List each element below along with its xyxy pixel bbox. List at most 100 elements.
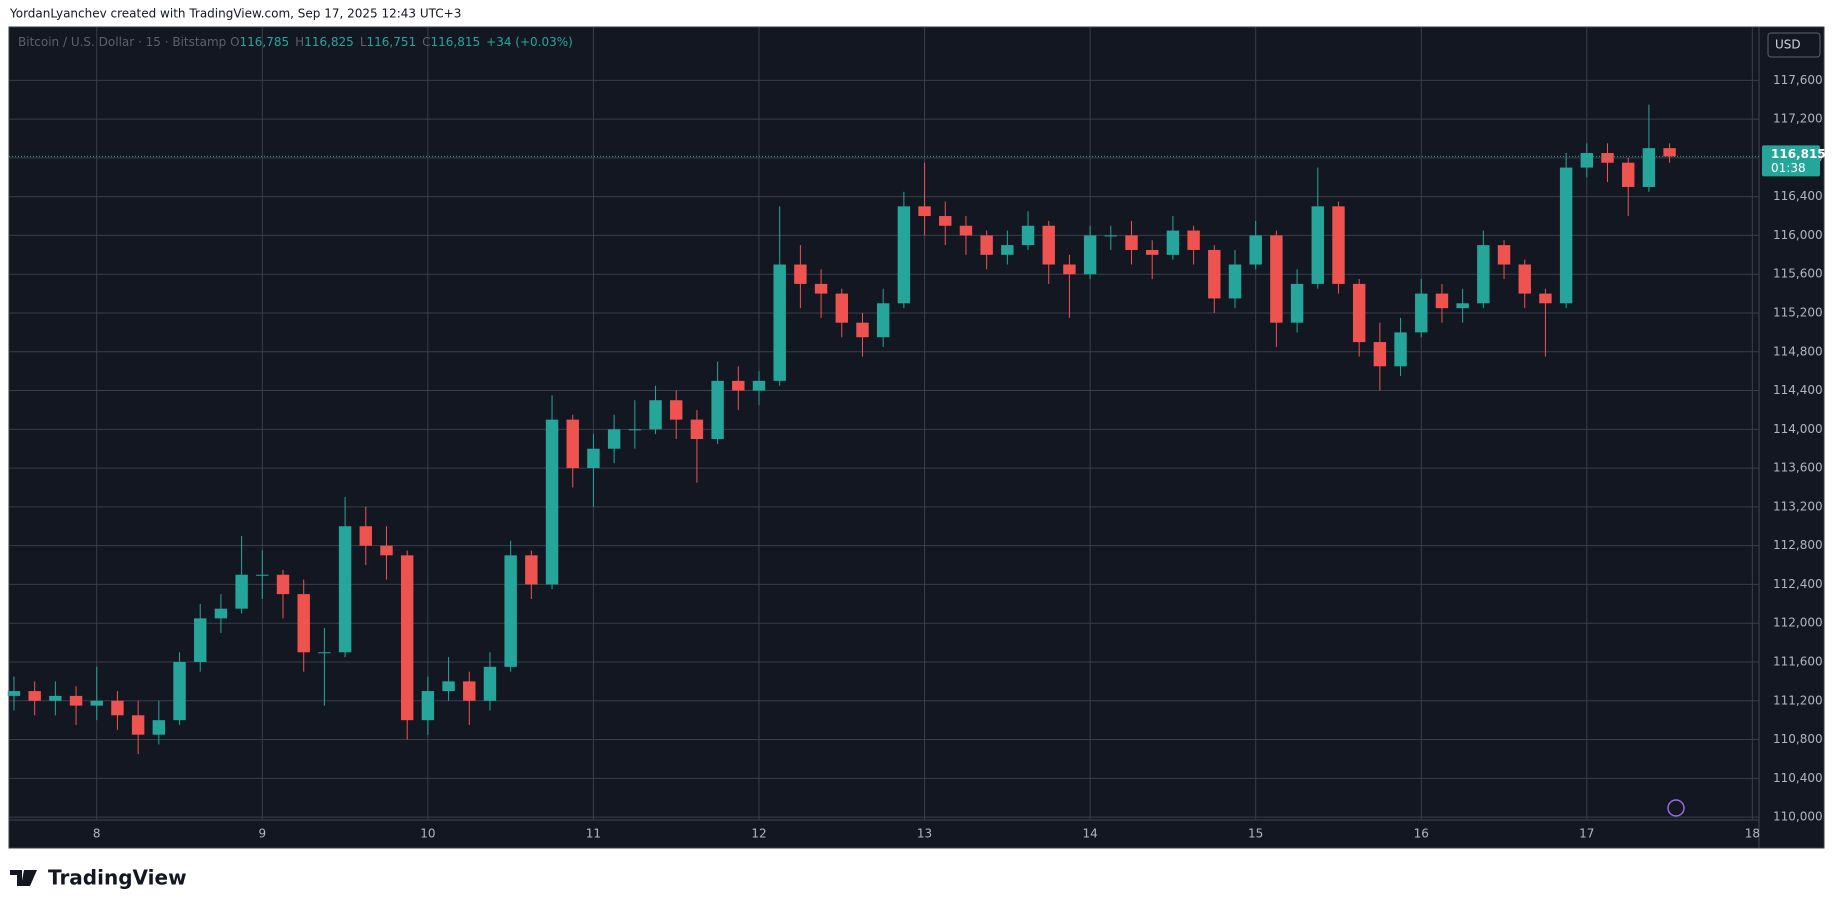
candle-body	[256, 574, 269, 576]
candle-body	[1249, 235, 1262, 265]
candle-body	[504, 555, 517, 667]
candle-body	[1063, 264, 1076, 275]
y-tick-label: 115,600	[1773, 267, 1823, 281]
candle-body	[897, 206, 911, 304]
legend-ohlc-item: 116,825	[304, 35, 354, 49]
legend-ohlc-item: O	[230, 35, 239, 49]
candle-body	[1083, 235, 1097, 275]
x-tick-label: 11	[586, 827, 601, 841]
candle-body	[587, 448, 600, 469]
y-tick-label: 117,200	[1773, 112, 1823, 126]
candle-body	[1477, 245, 1490, 304]
candle-body	[649, 400, 662, 430]
candle-body	[1435, 293, 1449, 309]
candle-body	[214, 608, 228, 619]
candle-body	[939, 216, 952, 226]
x-tick-label: 12	[751, 827, 766, 841]
candle-body	[670, 400, 683, 420]
y-tick-label: 112,400	[1773, 577, 1823, 591]
candle-body	[1352, 283, 1366, 343]
candle-body	[835, 293, 848, 323]
candle-body	[483, 666, 497, 701]
candle-body	[1497, 245, 1511, 265]
candle-body	[90, 700, 103, 706]
y-tick-label: 110,400	[1773, 771, 1823, 785]
legend: Bitcoin / U.S. Dollar · 15 · Bitstamp O1…	[18, 35, 573, 49]
y-tick-label: 113,600	[1773, 461, 1823, 475]
candle-body	[1166, 230, 1180, 255]
x-tick-label: 18	[1745, 827, 1760, 841]
legend-ohlc-item: L	[360, 35, 367, 49]
candle-body	[1663, 148, 1676, 157]
candle-body	[297, 594, 310, 653]
y-tick-label: 116,400	[1773, 189, 1823, 203]
candle-body	[173, 661, 186, 721]
candle-body	[1394, 332, 1407, 367]
currency-button[interactable]	[1767, 32, 1821, 58]
y-tick-label: 112,800	[1773, 538, 1823, 552]
candle-body	[1146, 249, 1159, 255]
candle-body	[711, 380, 724, 440]
candle-body	[380, 545, 393, 556]
candle-body	[1001, 245, 1014, 255]
y-tick-label: 115,200	[1773, 305, 1823, 319]
x-tick-label: 13	[917, 827, 932, 841]
candle-body	[111, 700, 124, 716]
candle-body	[1021, 225, 1035, 246]
candle-body	[1208, 249, 1221, 299]
candle-body	[1642, 148, 1656, 187]
legend-ohlc-item: 116,785	[240, 35, 290, 49]
candle-body	[152, 720, 166, 735]
candle-body	[545, 419, 559, 585]
last-price-box	[1762, 145, 1820, 177]
countdown: 01:38	[1771, 161, 1806, 175]
legend-ohlc: O116,785 H116,825 L116,751 C116,815 +34 (+0.…	[230, 35, 573, 49]
candle-body	[463, 681, 476, 701]
x-tick-label: 14	[1082, 827, 1097, 841]
candle-body	[856, 322, 869, 338]
legend-ohlc-item: C	[422, 35, 430, 49]
x-tick-label: 8	[93, 827, 101, 841]
x-tick-label: 9	[258, 827, 266, 841]
candle-body	[1042, 225, 1055, 265]
y-tick-label: 114,000	[1773, 422, 1823, 436]
y-tick-label: 114,400	[1773, 383, 1823, 397]
candle-body	[194, 618, 207, 662]
candles	[7, 104, 1676, 755]
legend-ohlc-item: +34 (+0.03%)	[486, 35, 573, 49]
grid	[9, 27, 1759, 820]
candle-body	[732, 380, 745, 391]
candle-body	[773, 264, 786, 381]
candle-body	[442, 681, 455, 692]
candle-body	[1290, 283, 1304, 323]
candle-body	[814, 283, 828, 294]
y-tick-label: 117,600	[1773, 73, 1823, 87]
candle-body	[131, 715, 145, 735]
candle-body	[1601, 153, 1614, 163]
candle-body	[752, 380, 766, 391]
x-tick-label: 16	[1414, 827, 1429, 841]
candle-body	[318, 652, 331, 654]
y-tick-label: 112,000	[1773, 616, 1823, 630]
y-tick-label: 113,200	[1773, 499, 1823, 513]
last-price-label: 116,815	[1771, 147, 1826, 161]
legend-ohlc-item: 116,751	[367, 35, 417, 49]
y-tick-label: 111,600	[1773, 654, 1823, 668]
candle-body	[1415, 293, 1428, 333]
candle-body	[1621, 162, 1635, 187]
candle-body	[959, 225, 973, 236]
candle-body	[690, 419, 704, 440]
candle-body	[1104, 235, 1118, 237]
candle-body	[1456, 303, 1469, 309]
x-tick-label: 15	[1248, 827, 1263, 841]
candle-body	[359, 526, 372, 546]
legend-ohlc-item: 116,815	[431, 35, 481, 49]
candle-body	[1187, 230, 1200, 250]
candle-body	[918, 206, 931, 217]
candle-body	[628, 429, 642, 431]
candle-body	[235, 574, 248, 609]
candle-body	[28, 691, 41, 701]
candle-body	[1518, 264, 1531, 294]
assistant-icon[interactable]	[1667, 799, 1685, 817]
